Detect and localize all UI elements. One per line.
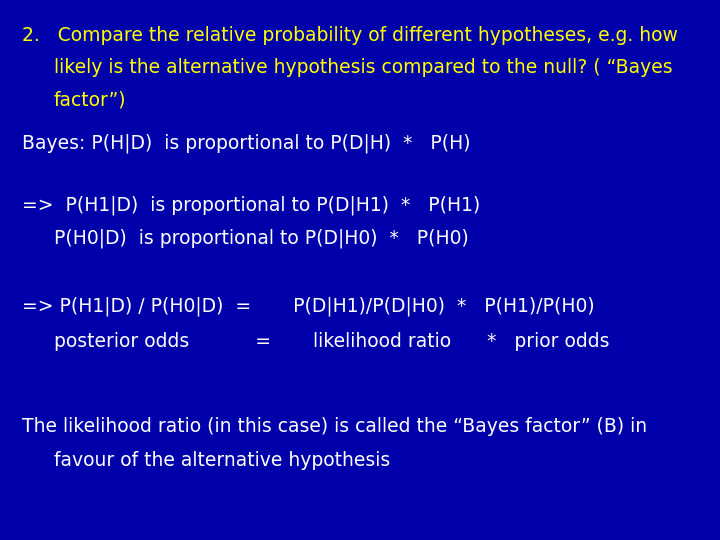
Text: Bayes: P(H|D)  is proportional to P(D|H)  *   P(H): Bayes: P(H|D) is proportional to P(D|H) … xyxy=(22,133,470,153)
Text: likely is the alternative hypothesis compared to the null? ( “Bayes: likely is the alternative hypothesis com… xyxy=(54,58,672,77)
Text: The likelihood ratio (in this case) is called the “Bayes factor” (B) in: The likelihood ratio (in this case) is c… xyxy=(22,417,647,436)
Text: =>  P(H1|D)  is proportional to P(D|H1)  *   P(H1): => P(H1|D) is proportional to P(D|H1) * … xyxy=(22,195,480,215)
Text: factor”): factor”) xyxy=(54,90,127,110)
Text: P(H0|D)  is proportional to P(D|H0)  *   P(H0): P(H0|D) is proportional to P(D|H0) * P(H… xyxy=(54,229,469,248)
Text: posterior odds           =       likelihood ratio      *   prior odds: posterior odds = likelihood ratio * prio… xyxy=(54,332,610,351)
Text: 2.   Compare the relative probability of different hypotheses, e.g. how: 2. Compare the relative probability of d… xyxy=(22,25,678,45)
Text: favour of the alternative hypothesis: favour of the alternative hypothesis xyxy=(54,450,390,470)
Text: => P(H1|D) / P(H0|D)  =       P(D|H1)/P(D|H0)  *   P(H1)/P(H0): => P(H1|D) / P(H0|D) = P(D|H1)/P(D|H0) *… xyxy=(22,297,594,316)
